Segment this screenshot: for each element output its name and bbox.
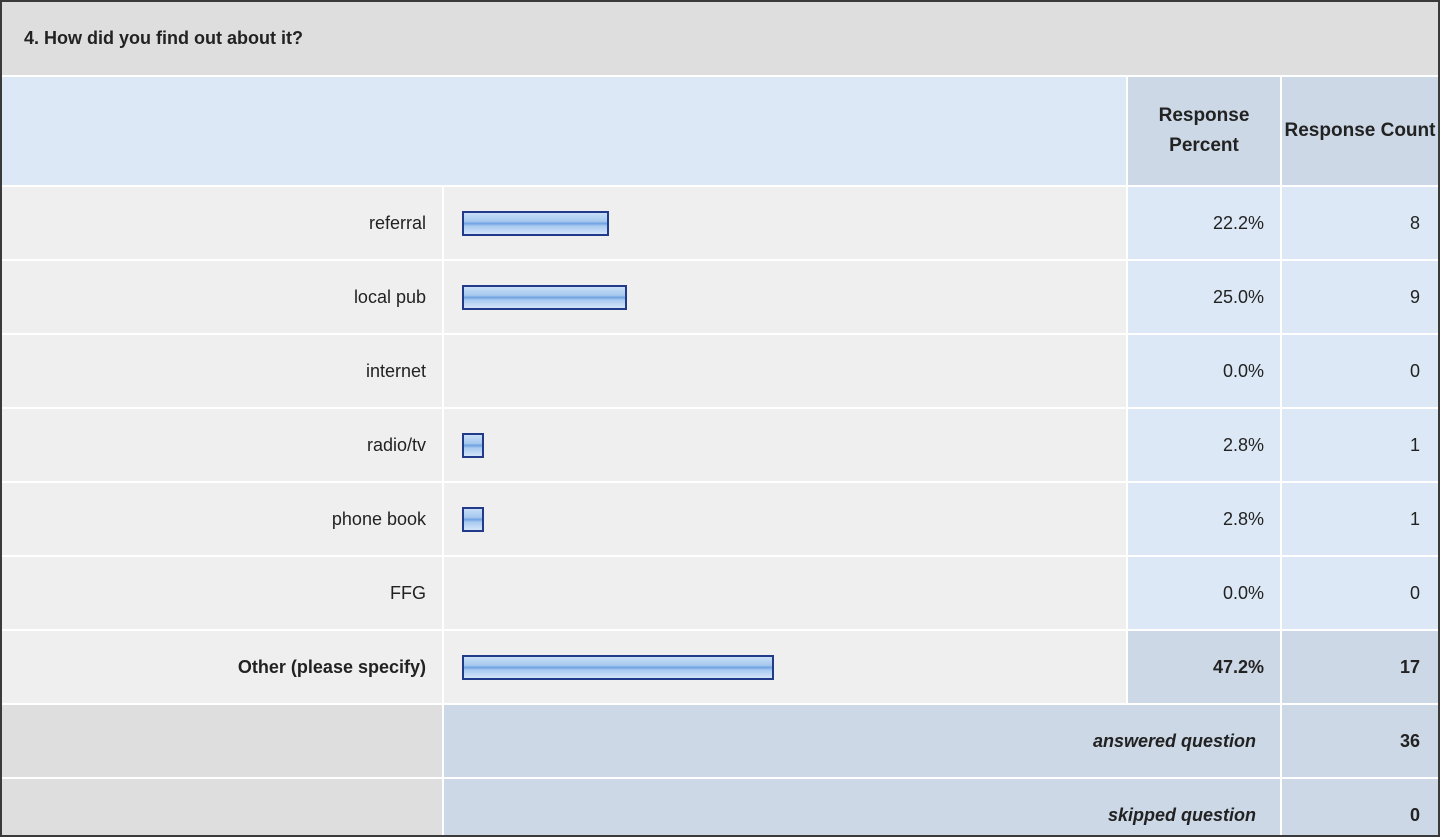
response-count: 1 (1282, 483, 1438, 555)
response-count: 17 (1282, 631, 1438, 703)
bar-cell (444, 409, 1126, 481)
response-bar-phone-book (462, 506, 484, 532)
response-bar-radio-tv (462, 432, 484, 458)
answer-label-radio-tv: radio/tv (2, 409, 442, 481)
response-count: 8 (1282, 187, 1438, 259)
answer-label-referral: referral (2, 187, 442, 259)
bar-cell (444, 557, 1126, 629)
response-count: 0 (1282, 557, 1438, 629)
answer-label-internet: internet (2, 335, 442, 407)
answer-label-ffg: FFG (2, 557, 442, 629)
response-percent: 22.2% (1128, 187, 1280, 259)
response-percent: 0.0% (1128, 335, 1280, 407)
skipped-question-count: 0 (1282, 779, 1438, 835)
response-percent: 47.2% (1128, 631, 1280, 703)
answer-label-other: Other (please specify) (2, 631, 442, 703)
response-count: 1 (1282, 409, 1438, 481)
answered-question-count: 36 (1282, 705, 1438, 777)
bar-cell (444, 335, 1126, 407)
response-bar-local-pub (462, 284, 627, 310)
bar-cell (444, 631, 1126, 703)
footer-spacer (2, 779, 442, 835)
bar-cell (444, 261, 1126, 333)
response-percent: 2.8% (1128, 409, 1280, 481)
response-bar-referral (462, 210, 609, 236)
response-percent: 25.0% (1128, 261, 1280, 333)
bar-cell (444, 187, 1126, 259)
bar-cell (444, 483, 1126, 555)
response-count: 9 (1282, 261, 1438, 333)
response-percent: 0.0% (1128, 557, 1280, 629)
skipped-question-label: skipped question (444, 779, 1280, 835)
answer-label-phone-book: phone book (2, 483, 442, 555)
question-title: 4. How did you find out about it? (2, 2, 1438, 75)
header-spacer (2, 77, 1126, 185)
response-percent: 2.8% (1128, 483, 1280, 555)
response-bar-other (462, 654, 774, 680)
response-count-header: Response Count (1282, 77, 1438, 185)
answer-label-local-pub: local pub (2, 261, 442, 333)
response-count: 0 (1282, 335, 1438, 407)
response-percent-header: Response Percent (1128, 77, 1280, 185)
answered-question-label: answered question (444, 705, 1280, 777)
footer-spacer (2, 705, 442, 777)
